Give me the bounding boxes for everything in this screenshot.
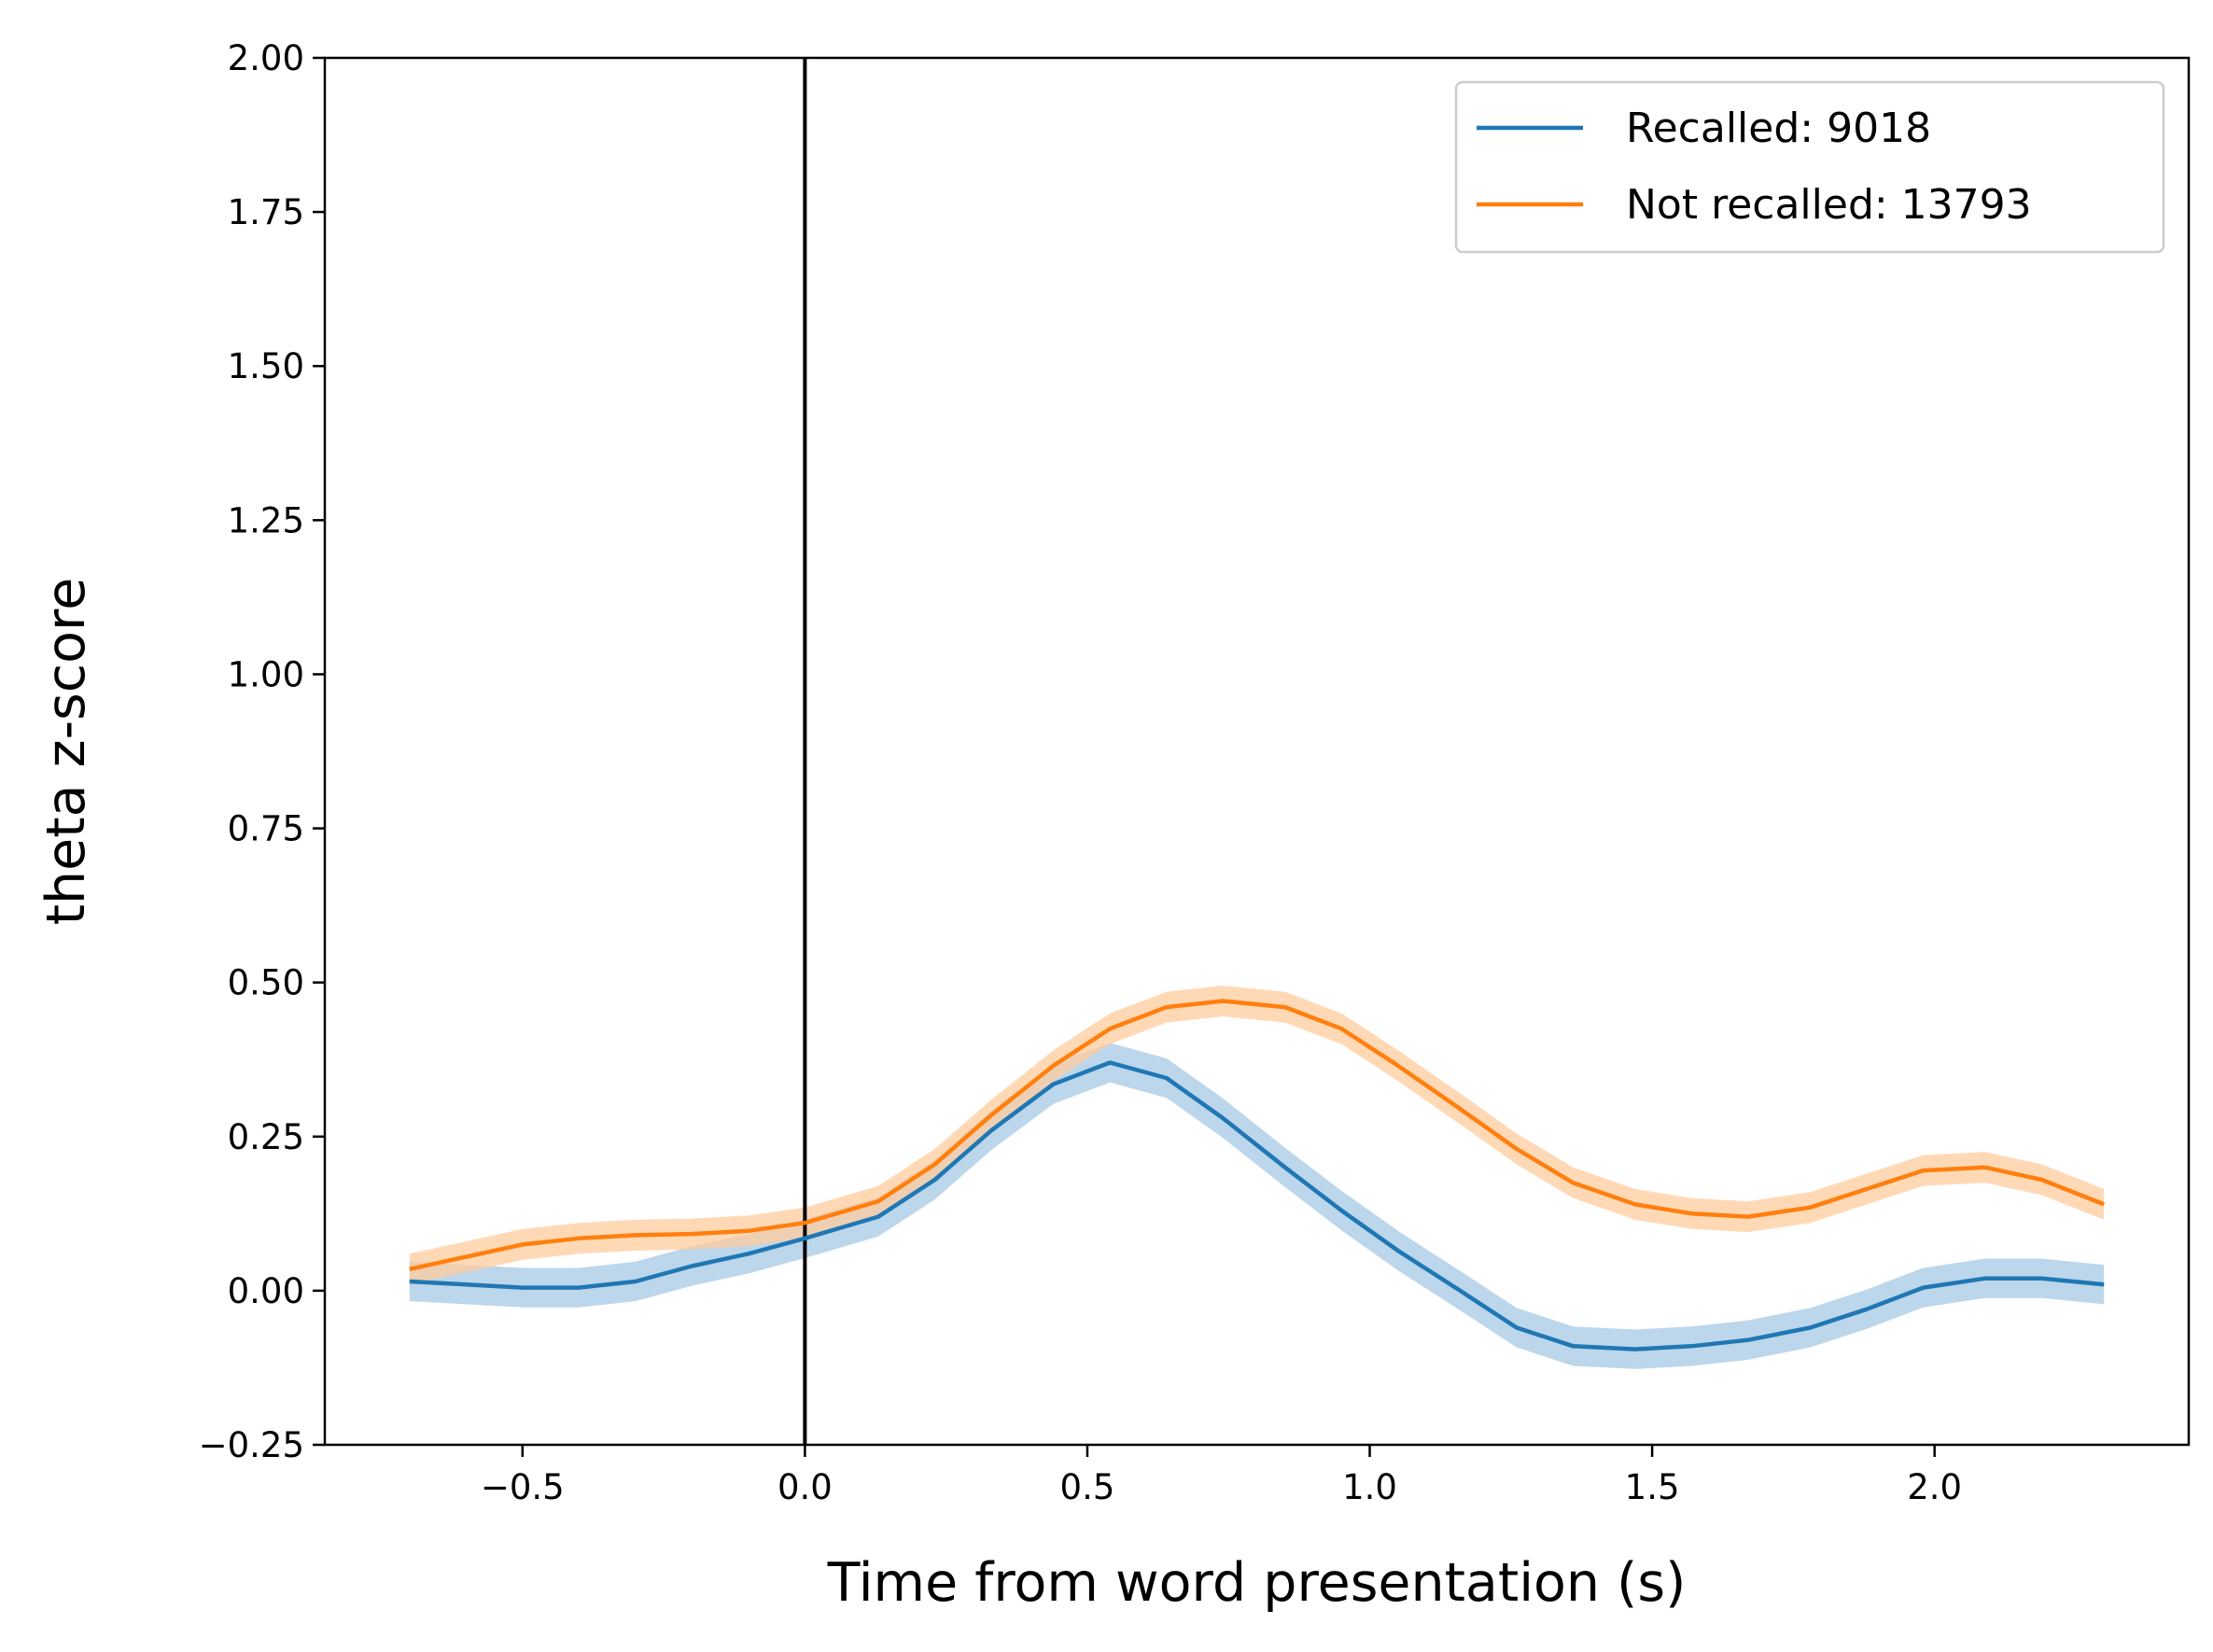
legend: Recalled: 9018 Not recalled: 13793: [1454, 80, 2165, 254]
y-tick-label: 1.00: [228, 654, 304, 694]
y-tick-label: 2.00: [228, 38, 304, 78]
y-tick-label: 0.25: [228, 1117, 304, 1157]
x-tick-label: 0.0: [777, 1467, 833, 1507]
legend-box: [1454, 80, 2165, 254]
y-tick-label: 1.50: [228, 346, 304, 386]
y-tick-label: −0.25: [199, 1425, 304, 1465]
y-tick-label: 1.75: [228, 192, 304, 232]
x-axis-ticks: −0.5 0.0 0.5 1.0 1.5 2.0: [481, 1445, 1962, 1507]
x-tick-label: 1.0: [1342, 1467, 1397, 1507]
x-tick-label: −0.5: [481, 1467, 565, 1507]
y-axis-ticks: −0.25 0.00 0.25 0.50 0.75 1.00 1.25 1.50 1.75 2.0…: [199, 38, 325, 1465]
plot-frame: [323, 56, 2191, 1447]
y-tick-label: 1.25: [228, 500, 304, 540]
y-tick-label: 0.00: [228, 1271, 304, 1311]
y-tick-label: 0.50: [228, 963, 304, 1003]
legend-label-0: Recalled: 9018: [1626, 105, 1931, 152]
series-lines: [409, 999, 2106, 1351]
y-axis-title: theta z-score: [35, 578, 97, 926]
series-line-1: [409, 999, 2106, 1271]
series-line-0: [409, 1060, 2105, 1351]
y-tick-label: 0.75: [228, 809, 304, 849]
x-tick-label: 2.0: [1907, 1467, 1962, 1507]
x-tick-label: 1.5: [1625, 1467, 1680, 1507]
x-tick-label: 0.5: [1060, 1467, 1115, 1507]
x-axis-title: Time from word presentation (s): [827, 1552, 1687, 1614]
legend-label-1: Not recalled: 13793: [1626, 181, 2032, 229]
